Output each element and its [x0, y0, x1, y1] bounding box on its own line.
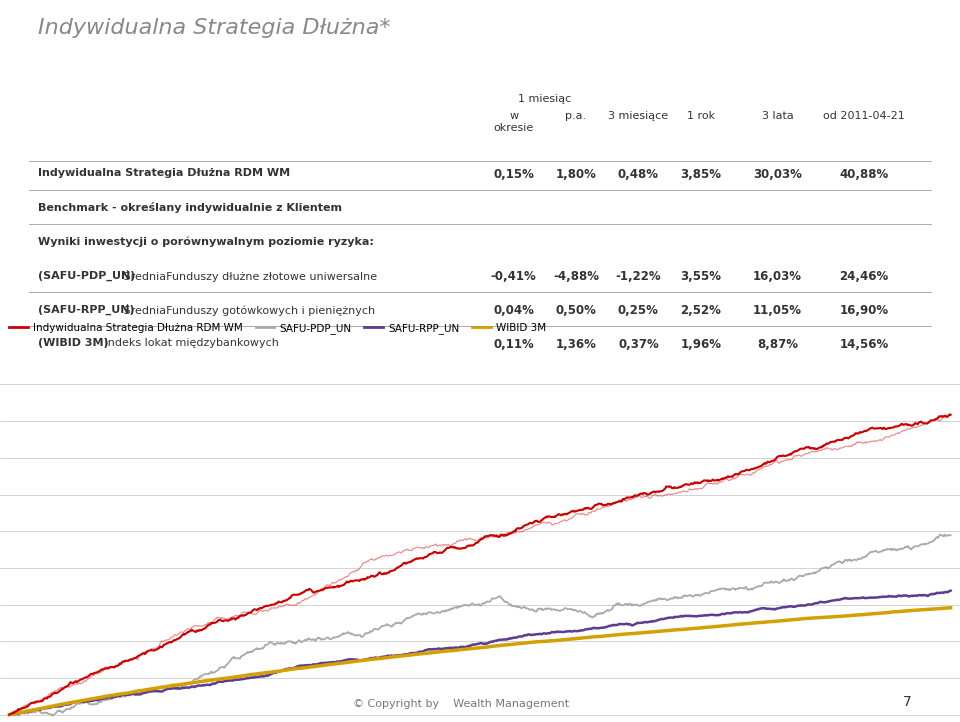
Text: © Copyright by    Wealth Management: © Copyright by Wealth Management — [352, 699, 569, 709]
Text: Indywidualna Strategia Dłużna RDM WM: Indywidualna Strategia Dłużna RDM WM — [38, 168, 291, 178]
Text: 0,50%: 0,50% — [556, 305, 596, 318]
Text: Indeks lokat międzybankowych: Indeks lokat międzybankowych — [101, 339, 278, 349]
Text: 1,80%: 1,80% — [556, 168, 596, 181]
Text: 1 miesiąc: 1 miesiąc — [518, 94, 571, 103]
Text: 3 miesiące: 3 miesiące — [609, 111, 668, 121]
Text: 14,56%: 14,56% — [839, 339, 889, 352]
Text: 0,37%: 0,37% — [618, 339, 659, 352]
Legend: Indywidualna Strategia Dłużna RDM WM, SAFU-PDP_UN, SAFU-RPP_UN, WIBID 3M: Indywidualna Strategia Dłużna RDM WM, SA… — [5, 318, 550, 338]
Text: 1 rok: 1 rok — [686, 111, 715, 121]
Text: 2,52%: 2,52% — [681, 305, 721, 318]
Text: Indywidualna Strategia Dłużna*: Indywidualna Strategia Dłużna* — [38, 19, 391, 38]
Text: 0,48%: 0,48% — [618, 168, 659, 181]
Text: p.a.: p.a. — [565, 111, 587, 121]
Text: 3,55%: 3,55% — [681, 270, 721, 283]
Text: 3 lata: 3 lata — [761, 111, 794, 121]
Text: 3,85%: 3,85% — [681, 168, 721, 181]
Text: 1,96%: 1,96% — [681, 339, 721, 352]
Text: -4,88%: -4,88% — [553, 270, 599, 283]
Text: 0,04%: 0,04% — [493, 305, 534, 318]
Text: 8,87%: 8,87% — [757, 339, 798, 352]
Text: (WIBID 3M): (WIBID 3M) — [38, 339, 109, 349]
Text: 16,03%: 16,03% — [753, 270, 803, 283]
Text: 1,36%: 1,36% — [556, 339, 596, 352]
Text: -1,22%: -1,22% — [615, 270, 661, 283]
Text: 40,88%: 40,88% — [839, 168, 889, 181]
Text: 0,11%: 0,11% — [493, 339, 534, 352]
Text: w
okresie: w okresie — [493, 111, 534, 133]
Text: 0,15%: 0,15% — [493, 168, 534, 181]
Text: od 2011-04-21: od 2011-04-21 — [823, 111, 905, 121]
Text: 11,05%: 11,05% — [753, 305, 803, 318]
Text: 30,03%: 30,03% — [754, 168, 802, 181]
Text: ŚredniaFunduszy gotówkowych i pieniężnych: ŚredniaFunduszy gotówkowych i pieniężnyc… — [119, 305, 374, 316]
Text: Wyniki inwestycji o porównywalnym poziomie ryzyka:: Wyniki inwestycji o porównywalnym poziom… — [38, 236, 374, 247]
Text: 16,90%: 16,90% — [839, 305, 889, 318]
Text: 7: 7 — [903, 695, 912, 709]
Text: (SAFU-RPP_UN): (SAFU-RPP_UN) — [38, 305, 135, 315]
Text: ŚredniaFunduszy dłużne złotowe uniwersalne: ŚredniaFunduszy dłużne złotowe uniwersal… — [119, 270, 376, 282]
Text: (SAFU-PDP_UN): (SAFU-PDP_UN) — [38, 270, 135, 281]
Text: -0,41%: -0,41% — [491, 270, 537, 283]
Text: Benchmark - określany indywidualnie z Klientem: Benchmark - określany indywidualnie z Kl… — [38, 202, 343, 213]
Text: 24,46%: 24,46% — [839, 270, 889, 283]
Text: 0,25%: 0,25% — [618, 305, 659, 318]
